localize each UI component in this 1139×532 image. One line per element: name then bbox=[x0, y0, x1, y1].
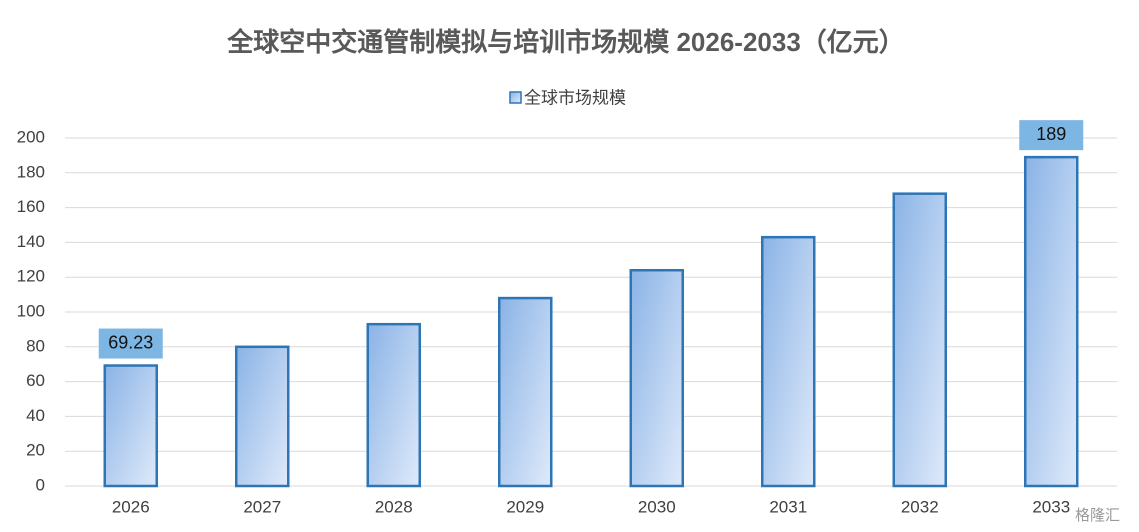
bar bbox=[1024, 155, 1079, 488]
watermark: 格隆汇 bbox=[1075, 507, 1120, 524]
bar bbox=[498, 296, 553, 488]
legend-label: 全球市场规模 bbox=[524, 88, 626, 107]
x-tick-label: 2032 bbox=[901, 497, 939, 516]
y-tick-label: 160 bbox=[17, 197, 45, 216]
bar bbox=[103, 364, 158, 488]
x-tick-label: 2026 bbox=[112, 497, 150, 516]
y-tick-label: 120 bbox=[17, 267, 45, 286]
data-label: 69.23 bbox=[108, 332, 153, 352]
bar bbox=[366, 322, 421, 488]
y-tick-label: 180 bbox=[17, 162, 45, 181]
bar bbox=[629, 268, 684, 488]
x-tick-label: 2029 bbox=[506, 497, 544, 516]
y-tick-label: 60 bbox=[26, 371, 45, 390]
y-tick-label: 100 bbox=[17, 301, 45, 320]
data-label-box bbox=[98, 328, 163, 359]
chart-title: 全球空中交通管制模拟与培训市场规模 2026-2033（亿元） bbox=[226, 27, 905, 57]
bar bbox=[761, 235, 816, 488]
x-tick-label: 2030 bbox=[638, 497, 676, 516]
legend-swatch bbox=[509, 91, 522, 104]
data-label-box bbox=[1019, 120, 1084, 151]
bar bbox=[892, 192, 947, 488]
y-tick-label: 80 bbox=[26, 336, 45, 355]
y-tick-label: 200 bbox=[17, 127, 45, 146]
x-tick-label: 2033 bbox=[1032, 497, 1070, 516]
bar bbox=[235, 345, 290, 488]
y-tick-label: 40 bbox=[26, 406, 45, 425]
x-tick-label: 2027 bbox=[243, 497, 281, 516]
x-tick-label: 2028 bbox=[375, 497, 413, 516]
y-tick-label: 0 bbox=[36, 475, 45, 494]
y-tick-label: 20 bbox=[26, 441, 45, 460]
y-tick-label: 140 bbox=[17, 232, 45, 251]
x-tick-label: 2031 bbox=[769, 497, 807, 516]
data-label: 189 bbox=[1036, 124, 1066, 144]
